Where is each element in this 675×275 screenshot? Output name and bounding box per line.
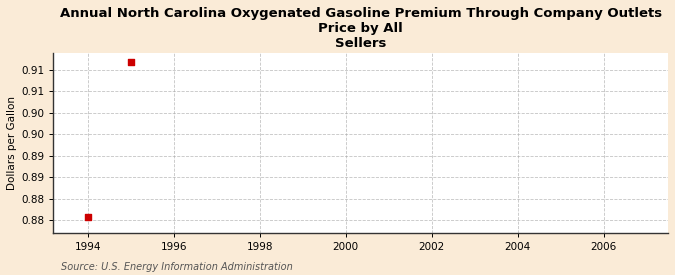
Title: Annual North Carolina Oxygenated Gasoline Premium Through Company Outlets Price : Annual North Carolina Oxygenated Gasolin…	[59, 7, 662, 50]
Text: Source: U.S. Energy Information Administration: Source: U.S. Energy Information Administ…	[61, 262, 292, 272]
Point	[126, 60, 136, 65]
Y-axis label: Dollars per Gallon: Dollars per Gallon	[7, 96, 17, 190]
Point	[82, 215, 93, 219]
